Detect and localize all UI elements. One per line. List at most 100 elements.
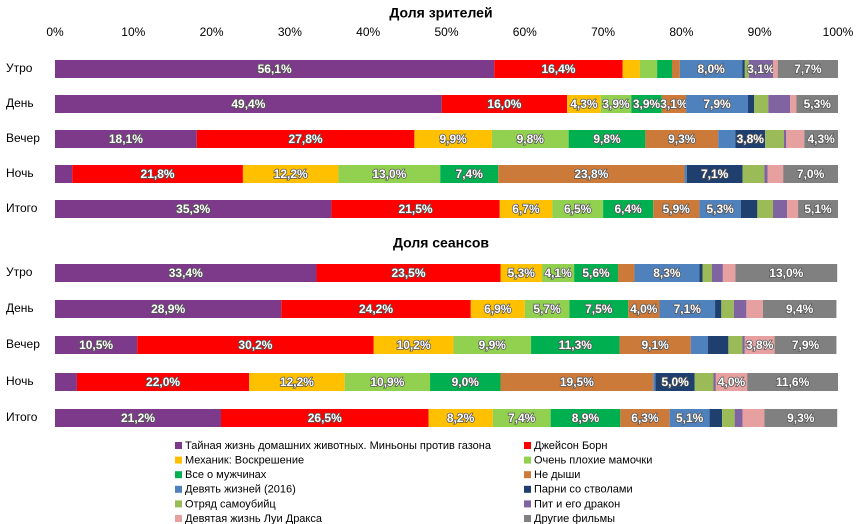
chart-title: Доля зрителей	[389, 5, 492, 21]
bar-segment	[757, 200, 774, 218]
bar-segment	[744, 60, 749, 78]
data-label: 21,8%	[141, 167, 175, 181]
bar-segment	[55, 373, 77, 391]
bar-segment	[550, 409, 621, 427]
bar-segment	[524, 300, 570, 318]
bar-segment	[634, 264, 700, 282]
bar-segment	[742, 336, 745, 354]
bar-segment	[735, 264, 838, 282]
bar-segment	[567, 95, 601, 113]
bar-segment	[494, 60, 623, 78]
legend-swatch	[524, 500, 531, 508]
legend-swatch	[524, 442, 531, 449]
bar-segment	[765, 130, 784, 148]
legend-label: Другие фильмы	[534, 513, 615, 524]
bar-segment	[804, 130, 838, 148]
legend-label: Девятая жизнь Луи Дракса	[185, 513, 323, 524]
legend-label: Отряд самоубийц	[185, 498, 276, 510]
data-label: 12,2%	[274, 167, 308, 181]
legend-swatch	[175, 471, 182, 479]
bar-segment	[55, 130, 197, 148]
data-label: 9,4%	[786, 302, 814, 316]
x-tick-label: 50%	[434, 25, 458, 39]
bar-segment	[72, 165, 243, 183]
data-label: 26,5%	[308, 411, 342, 425]
data-label: 3,8%	[746, 338, 774, 352]
bar-segment	[242, 165, 339, 183]
bar-segment	[440, 165, 499, 183]
bar-segment	[690, 336, 709, 354]
data-label: 23,5%	[392, 266, 426, 280]
bar-segment	[491, 130, 569, 148]
data-label: 4,0%	[718, 375, 746, 389]
bar-segment	[715, 300, 722, 318]
bar-segment	[619, 336, 691, 354]
data-label: 9,8%	[517, 132, 545, 146]
data-label: 5,0%	[661, 375, 689, 389]
bar-segment	[744, 336, 775, 354]
bar-segment	[55, 60, 495, 78]
legend-swatch	[524, 456, 531, 464]
data-label: 28,9%	[151, 302, 185, 316]
bar-segment	[798, 200, 838, 218]
bar-segment	[721, 300, 734, 318]
data-label: 7,9%	[792, 338, 820, 352]
data-label: 5,1%	[676, 411, 704, 425]
legend-swatch	[175, 442, 182, 449]
data-label: 13,0%	[769, 266, 803, 280]
legend-swatch	[524, 515, 531, 522]
legend-label: Не дыши	[534, 469, 580, 481]
bar-segment	[777, 60, 838, 78]
data-label: 5,3%	[508, 266, 536, 280]
bar-segment	[747, 373, 838, 391]
data-label: 10,2%	[397, 338, 431, 352]
y-tick-label: Вечер	[6, 337, 40, 351]
bar-segment	[684, 165, 687, 183]
bar-segment	[441, 95, 568, 113]
bar-segment	[718, 130, 736, 148]
data-label: 7,7%	[794, 62, 822, 76]
legend-label: Девять жизней (2016)	[185, 484, 296, 496]
bar-segment	[55, 264, 317, 282]
legend-label: Пит и его дракон	[534, 498, 620, 510]
data-label: 33,4%	[169, 266, 203, 280]
bar-segment	[574, 264, 618, 282]
bar-segment	[679, 60, 743, 78]
x-tick-label: 80%	[669, 25, 693, 39]
y-tick-label: Итого	[6, 410, 38, 424]
x-tick-label: 30%	[278, 25, 302, 39]
bar-segment	[498, 165, 685, 183]
bar-segment	[55, 200, 332, 218]
bar-segment	[659, 300, 716, 318]
bar-segment	[631, 95, 662, 113]
data-label: 6,9%	[484, 302, 512, 316]
bar-segment	[55, 95, 442, 113]
data-label: 3,8%	[737, 132, 765, 146]
bar-segment	[500, 373, 654, 391]
data-label: 7,5%	[585, 302, 613, 316]
data-label: 6,5%	[564, 202, 592, 216]
data-label: 49,4%	[231, 97, 265, 111]
bar-segment	[453, 336, 532, 354]
bar-segment	[430, 373, 501, 391]
bar-segment	[773, 200, 788, 218]
bar-segment	[500, 264, 543, 282]
bar-segment	[428, 409, 493, 427]
bar-segment	[699, 200, 741, 218]
y-tick-label: Утро	[6, 265, 33, 279]
data-label: 13,0%	[372, 167, 406, 181]
bar-segment	[787, 200, 799, 218]
bar-segment	[220, 409, 429, 427]
bar-segment	[492, 409, 551, 427]
x-tick-label: 90%	[748, 25, 772, 39]
chart-title: Доля сеансов	[393, 235, 489, 251]
y-tick-label: День	[6, 96, 34, 110]
bar-segment	[735, 130, 766, 148]
data-label: 5,3%	[804, 97, 832, 111]
bar-segment	[600, 95, 632, 113]
data-label: 4,3%	[570, 97, 598, 111]
data-label: 23,8%	[574, 167, 608, 181]
legend-label: Механик: Воскрешение	[185, 455, 304, 467]
data-label: 9,9%	[479, 338, 507, 352]
